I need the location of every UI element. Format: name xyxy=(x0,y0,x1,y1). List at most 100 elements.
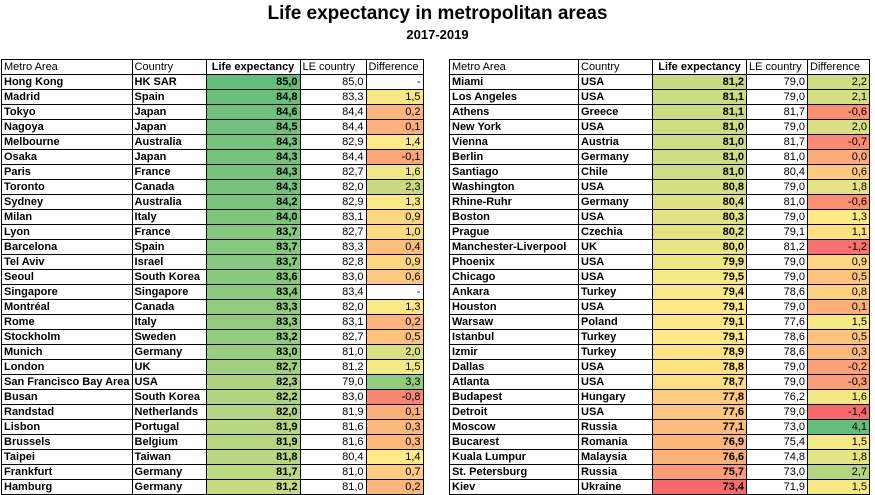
country-cell: Austria xyxy=(578,134,653,150)
le-country-cell: 75,4 xyxy=(746,434,808,450)
life-expectancy-cell: 81,1 xyxy=(652,104,747,120)
country-cell: Germany xyxy=(578,149,653,165)
le-country-cell: 79,0 xyxy=(746,359,808,375)
le-country-cell: 73,0 xyxy=(746,419,808,435)
table-row: Barcelona Spain 83,7 83,3 0,4 xyxy=(1,239,424,255)
life-expectancy-cell: 81,0 xyxy=(652,149,747,165)
table-row: Chicago USA 79,5 79,0 0,5 xyxy=(449,269,870,285)
table-row: Berlin Germany 81,0 81,0 0,0 xyxy=(449,149,870,165)
life-expectancy-cell: 79,1 xyxy=(652,329,747,345)
le-country-cell: 77,6 xyxy=(746,314,808,330)
life-expectancy-cell: 83,3 xyxy=(205,314,301,330)
le-country-header: LE country xyxy=(299,59,367,75)
metro-cell: Phoenix xyxy=(449,254,579,270)
table-row: Toronto Canada 84,3 82,0 2,3 xyxy=(1,179,424,195)
difference-cell: 1,3 xyxy=(365,194,424,210)
country-cell: Australia xyxy=(131,194,207,210)
le-country-cell: 83,0 xyxy=(299,389,367,405)
difference-cell: 0,4 xyxy=(365,239,424,255)
country-cell: Canada xyxy=(131,179,207,195)
metro-cell: Barcelona xyxy=(1,239,133,255)
difference-cell: 3,3 xyxy=(365,374,424,390)
table-row: Los Angeles USA 81,1 79,0 2,1 xyxy=(449,89,870,105)
life-expectancy-cell: 81,2 xyxy=(652,74,747,90)
le-country-cell: 76,2 xyxy=(746,389,808,405)
le-country-cell: 79,0 xyxy=(746,209,808,225)
le-country-cell: 79,0 xyxy=(746,374,808,390)
metro-cell: Madrid xyxy=(1,89,133,105)
country-cell: Romania xyxy=(578,434,653,450)
life-expectancy-cell: 80,0 xyxy=(652,239,747,255)
life-expectancy-cell: 78,8 xyxy=(652,359,747,375)
le-country-cell: 81,7 xyxy=(746,134,808,150)
metro-cell: Washington xyxy=(449,179,579,195)
metro-area-header: Metro Area xyxy=(1,59,133,75)
le-country-cell: 82,9 xyxy=(299,194,367,210)
life-expectancy-cell: 81,2 xyxy=(205,479,301,495)
life-expectancy-cell: 84,3 xyxy=(205,134,301,150)
country-header: Country xyxy=(578,59,653,75)
country-cell: Germany xyxy=(131,479,207,495)
country-cell: HK SAR xyxy=(131,74,207,90)
le-country-cell: 79,0 xyxy=(299,374,367,390)
metro-cell: Ankara xyxy=(449,284,579,300)
country-cell: Netherlands xyxy=(131,404,207,420)
difference-cell: 1,5 xyxy=(365,89,424,105)
metro-cell: Brussels xyxy=(1,434,133,450)
country-cell: Australia xyxy=(131,134,207,150)
le-country-cell: 81,0 xyxy=(299,344,367,360)
table-row: Taipei Taiwan 81,8 80,4 1,4 xyxy=(1,449,424,465)
le-country-cell: 81,0 xyxy=(299,479,367,495)
life-expectancy-cell: 79,5 xyxy=(652,269,747,285)
metro-cell: Istanbul xyxy=(449,329,579,345)
metro-cell: Budapest xyxy=(449,389,579,405)
life-expectancy-cell: 84,3 xyxy=(205,179,301,195)
metro-cell: Chicago xyxy=(449,269,579,285)
difference-cell: -0,6 xyxy=(807,104,870,120)
table-row: Bucarest Romania 76,9 75,4 1,5 xyxy=(449,434,870,450)
table-row: Sydney Australia 84,2 82,9 1,3 xyxy=(1,194,424,210)
difference-cell: 2,2 xyxy=(807,74,870,90)
life-expectancy-cell: 81,7 xyxy=(205,464,301,480)
metro-cell: Paris xyxy=(1,164,133,180)
le-country-cell: 81,6 xyxy=(299,434,367,450)
country-cell: USA xyxy=(578,179,653,195)
life-expectancy-cell: 81,0 xyxy=(652,134,747,150)
metro-cell: St. Petersburg xyxy=(449,464,579,480)
table-row: London UK 82,7 81,2 1,5 xyxy=(1,359,424,375)
table-row: Manchester-Liverpool UK 80,0 81,2 -1,2 xyxy=(449,239,870,255)
difference-cell: 0,3 xyxy=(365,419,424,435)
metro-cell: Melbourne xyxy=(1,134,133,150)
life-expectancy-cell: 79,4 xyxy=(652,284,747,300)
country-cell: Italy xyxy=(131,314,207,330)
country-cell: USA xyxy=(578,404,653,420)
difference-cell: 0,0 xyxy=(807,149,870,165)
life-expectancy-cell: 82,0 xyxy=(205,404,301,420)
table-row: Hong Kong HK SAR 85,0 85,0- xyxy=(1,74,424,90)
metro-cell: Frankfurt xyxy=(1,464,133,480)
table-row: Dallas USA 78,8 79,0 -0,2 xyxy=(449,359,870,375)
le-country-cell: 83,4 xyxy=(299,284,367,300)
country-cell: USA xyxy=(578,254,653,270)
metro-cell: Berlin xyxy=(449,149,579,165)
difference-cell: 1,5 xyxy=(807,314,870,330)
life-expectancy-cell: 77,8 xyxy=(652,389,747,405)
difference-cell: 1,3 xyxy=(807,209,870,225)
table-row: Boston USA 80,3 79,0 1,3 xyxy=(449,209,870,225)
table-row: Kiev Ukraine 73,4 71,9 1,5 xyxy=(449,479,870,495)
le-country-cell: 82,7 xyxy=(299,329,367,345)
difference-cell: 1,5 xyxy=(807,479,870,495)
life-expectancy-header: Life expectancy xyxy=(652,59,747,75)
le-country-cell: 82,8 xyxy=(299,254,367,270)
metro-cell: Warsaw xyxy=(449,314,579,330)
le-country-cell: 81,2 xyxy=(299,359,367,375)
life-expectancy-cell: 76,9 xyxy=(652,434,747,450)
table-row: Frankfurt Germany 81,7 81,0 0,7 xyxy=(1,464,424,480)
le-country-cell: 74,8 xyxy=(746,449,808,465)
difference-cell: 0,8 xyxy=(807,284,870,300)
metro-cell: Seoul xyxy=(1,269,133,285)
difference-cell: 2,3 xyxy=(365,179,424,195)
country-cell: South Korea xyxy=(131,389,207,405)
life-expectancy-cell: 81,8 xyxy=(205,449,301,465)
le-country-cell: 78,6 xyxy=(746,344,808,360)
